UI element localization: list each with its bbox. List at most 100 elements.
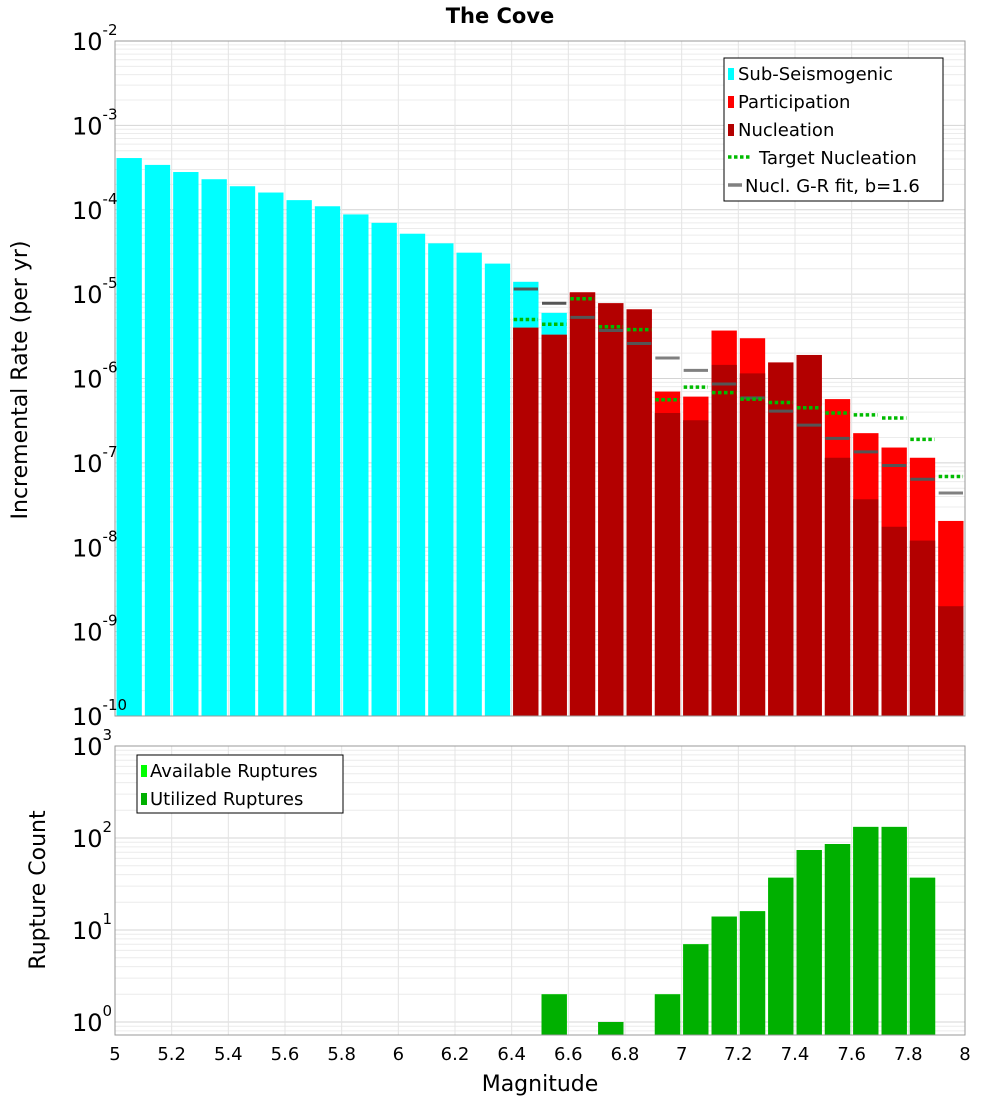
- legend-swatch-utilized: [141, 793, 147, 805]
- bar-nucleation: [853, 499, 879, 716]
- x-tick-label: 7.6: [837, 1044, 866, 1065]
- bar-sub-seismogenic: [229, 186, 256, 716]
- legend-label-gr-fit: Nucl. G-R fit, b=1.6: [745, 176, 920, 197]
- bar-nucleation: [626, 309, 652, 716]
- bar-utilized-ruptures: [853, 826, 879, 1035]
- x-tick-labels: 5 5.2 5.4 5.6 5.8 6 6.2 6.4 6.6 6.8 7 7.2 7.4 7.6 7.8 8: [109, 1044, 970, 1065]
- x-tick-label: 7.2: [724, 1044, 753, 1065]
- top-y-tick-label: 10-4: [72, 190, 118, 225]
- x-tick-label: 5.8: [327, 1044, 356, 1065]
- bar-sub-seismogenic: [371, 222, 397, 716]
- bar-sub-seismogenic: [314, 206, 341, 716]
- top-bars: [116, 158, 964, 717]
- bottom-y-tick-exponent: 3: [103, 726, 113, 744]
- x-tick-label: 5.2: [157, 1044, 186, 1065]
- top-y-tick-exponent: -2: [103, 21, 118, 39]
- top-markers: [513, 287, 963, 495]
- legend-swatch-sub-seismogenic: [728, 68, 734, 80]
- bar-nucleation: [513, 327, 539, 716]
- bottom-y-tick-label: 101: [72, 910, 112, 945]
- top-y-tick-label: 10-2: [72, 21, 118, 56]
- bar-nucleation: [881, 526, 907, 716]
- bar-nucleation: [683, 420, 709, 716]
- legend-swatch-nucleation: [728, 124, 734, 136]
- bottom-y-tick-label: 100: [72, 1002, 112, 1037]
- bottom-y-tick-label: 103: [72, 726, 112, 761]
- x-tick-label: 5: [109, 1044, 120, 1065]
- legend-label-available: Available Ruptures: [150, 761, 318, 782]
- bar-sub-seismogenic: [428, 243, 454, 717]
- x-tick-label: 7.8: [894, 1044, 923, 1065]
- chart-title: The Cove: [446, 4, 555, 28]
- x-tick-label: 7: [676, 1044, 687, 1065]
- legend-swatch-available: [141, 765, 147, 777]
- top-y-tick-exponent: -9: [103, 612, 118, 630]
- top-grid: [115, 41, 965, 716]
- legend-label-utilized: Utilized Ruptures: [150, 789, 303, 810]
- bar-nucleation: [598, 303, 624, 716]
- top-y-tick-label: 10-3: [72, 105, 118, 140]
- top-y-tick-exponent: -6: [103, 359, 118, 377]
- bottom-y-tick-exponent: 0: [103, 1002, 113, 1020]
- top-y-tick-exponent: -4: [103, 190, 118, 208]
- bar-nucleation: [711, 364, 737, 716]
- top-y-tick-exponent: -8: [103, 527, 118, 545]
- x-tick-label: 6.8: [611, 1044, 640, 1065]
- bar-utilized-ruptures: [768, 877, 794, 1035]
- bar-utilized-ruptures: [541, 994, 567, 1035]
- x-tick-label: 7.4: [781, 1044, 810, 1065]
- bottom-y-tick-label: 102: [72, 818, 112, 853]
- bar-utilized-ruptures: [711, 916, 737, 1035]
- bar-nucleation: [569, 292, 596, 716]
- x-tick-label: 6.4: [497, 1044, 526, 1065]
- bar-utilized-ruptures: [654, 994, 681, 1035]
- bar-nucleation: [938, 606, 964, 716]
- top-legend-box: [723, 57, 944, 202]
- bar-utilized-ruptures: [683, 944, 709, 1035]
- top-y-tick-exponent: -7: [103, 443, 118, 461]
- top-y-tick-label: 10-8: [72, 527, 118, 562]
- bar-utilized-ruptures: [909, 877, 936, 1035]
- x-axis-label: Magnitude: [482, 1072, 599, 1097]
- bar-sub-seismogenic: [286, 200, 312, 716]
- bar-sub-seismogenic: [456, 252, 482, 716]
- bar-utilized-ruptures: [824, 844, 851, 1035]
- bar-sub-seismogenic: [399, 233, 426, 716]
- x-tick-label: 5.4: [214, 1044, 243, 1065]
- x-tick-label: 5.6: [271, 1044, 300, 1065]
- legend-swatch-participation: [728, 96, 734, 108]
- bar-sub-seismogenic: [343, 214, 369, 717]
- legend-label-participation: Participation: [738, 92, 850, 113]
- top-panel: 10-10 10-9 10-8 10-7 10-6 10-5 10-4 10-3 10-2 In…: [8, 21, 966, 731]
- top-y-tick-exponent: -10: [103, 696, 128, 714]
- legend-label-target-nucleation: Target Nucleation: [758, 148, 917, 169]
- x-tick-label: 6.2: [441, 1044, 470, 1065]
- bar-utilized-ruptures: [796, 850, 822, 1035]
- bottom-y-axis-label: Rupture Count: [26, 810, 51, 970]
- bar-nucleation: [541, 334, 567, 716]
- legend-label-nucleation: Nucleation: [738, 120, 834, 141]
- bottom-plot-frame: [114, 745, 966, 1036]
- bar-sub-seismogenic: [173, 172, 199, 716]
- top-y-tick-label: 10-7: [72, 443, 118, 478]
- x-tick-label: 8: [959, 1044, 970, 1065]
- bar-nucleation: [739, 373, 766, 716]
- bar-nucleation: [824, 457, 851, 716]
- top-y-tick-label: 10-10: [72, 696, 127, 731]
- bottom-y-tick-exponent: 1: [103, 910, 113, 928]
- bar-utilized-ruptures: [739, 911, 766, 1035]
- bar-utilized-ruptures: [598, 1022, 624, 1035]
- bar-nucleation: [909, 540, 936, 716]
- bar-sub-seismogenic: [144, 164, 171, 716]
- legend-label-sub-seismogenic: Sub-Seismogenic: [738, 64, 893, 85]
- bar-sub-seismogenic: [116, 158, 142, 716]
- bottom-legend-box: [136, 754, 344, 814]
- bar-nucleation: [796, 354, 822, 716]
- bar-nucleation: [654, 413, 681, 716]
- x-tick-label: 6.6: [554, 1044, 583, 1065]
- top-y-axis-label: Incremental Rate (per yr): [8, 241, 33, 520]
- top-y-tick-exponent: -5: [103, 274, 118, 292]
- top-y-tick-label: 10-6: [72, 359, 118, 394]
